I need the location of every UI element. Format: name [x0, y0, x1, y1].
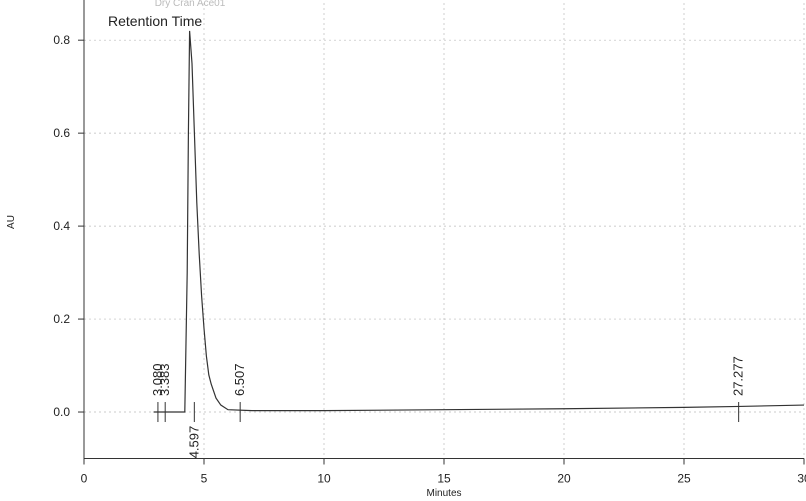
y-axis-label: AU: [6, 215, 17, 229]
x-tick-label: 15: [437, 472, 451, 486]
x-tick-label: 25: [677, 472, 691, 486]
y-tick-label: 0.4: [53, 219, 70, 233]
y-tick-label: 0.8: [53, 33, 70, 47]
y-tick-label: 0.0: [53, 405, 70, 419]
x-tick-label: 10: [317, 472, 331, 486]
x-tick-label: 30: [797, 472, 806, 486]
peak-label: 3.383: [157, 363, 172, 396]
x-tick-label: 5: [201, 472, 208, 486]
x-tick-label: 20: [557, 472, 571, 486]
y-tick-label: 0.6: [53, 126, 70, 140]
x-axis-label: Minutes: [426, 488, 461, 499]
trace: [153, 30, 805, 413]
y-tick-label: 0.2: [53, 312, 70, 326]
annotation: Retention Time: [108, 13, 202, 29]
peak-label: 27.277: [731, 356, 746, 396]
chart-title: Dry Cran Ace01: [155, 0, 226, 9]
peak-label: 3.080: [150, 363, 165, 396]
peak-label: 4.597: [186, 426, 201, 459]
peak-label: 6.507: [232, 363, 247, 396]
x-tick-label: 0: [81, 472, 88, 486]
